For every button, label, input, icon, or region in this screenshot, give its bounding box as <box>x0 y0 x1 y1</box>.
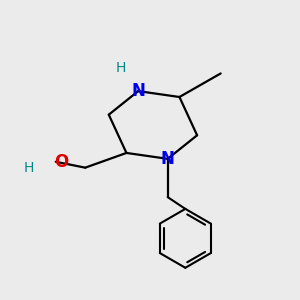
Text: O: O <box>55 153 69 171</box>
Text: H: H <box>24 161 34 175</box>
Text: N: N <box>131 82 145 100</box>
Text: N: N <box>161 150 175 168</box>
Text: H: H <box>116 61 126 75</box>
